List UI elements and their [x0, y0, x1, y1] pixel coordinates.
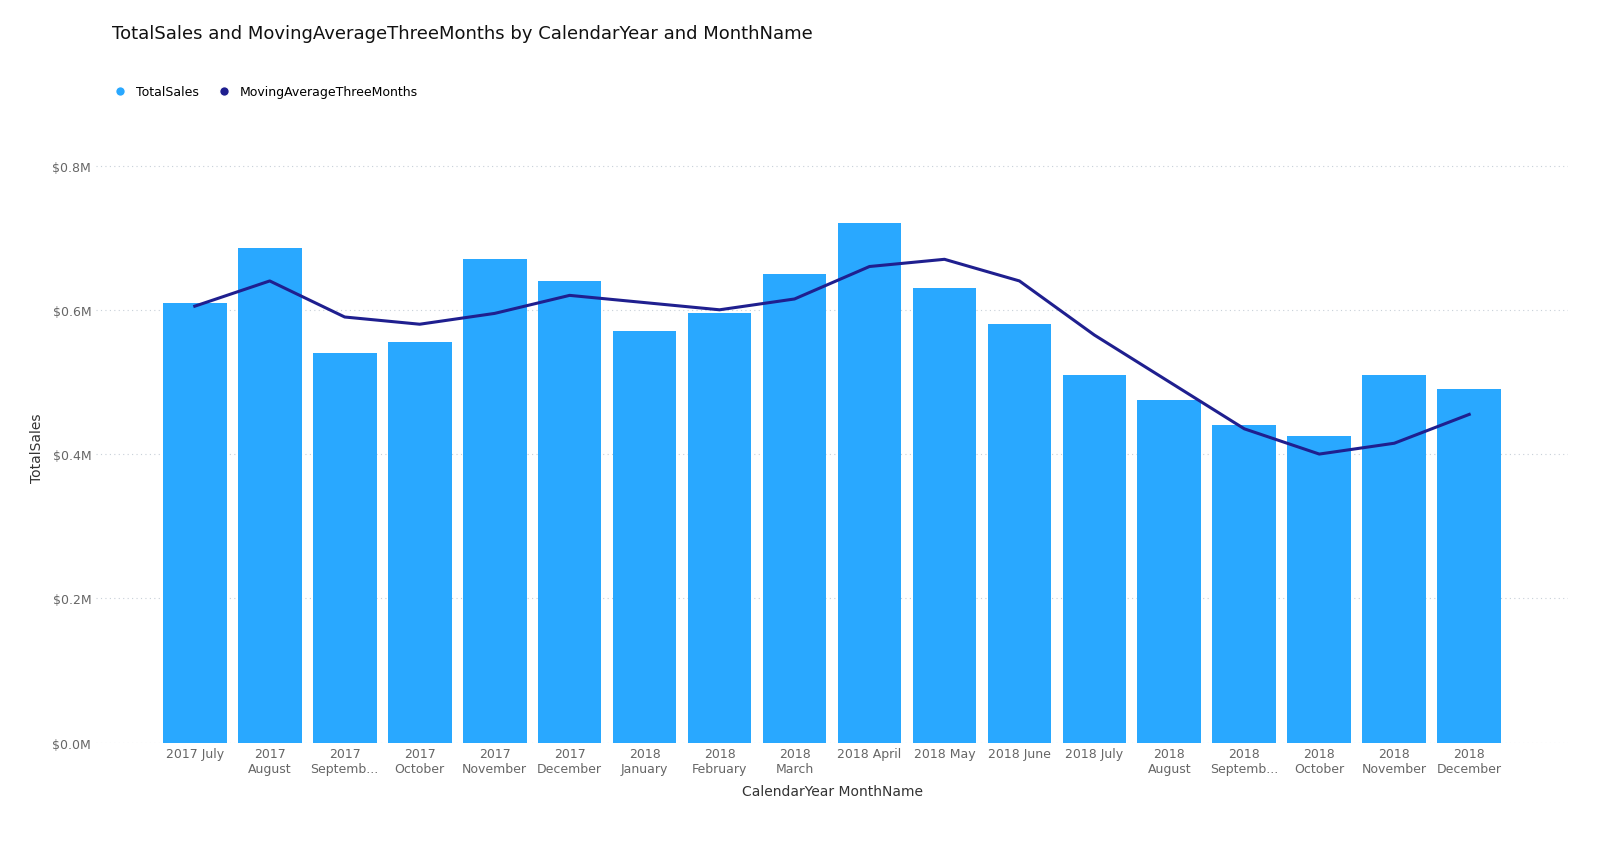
Bar [462, 260, 526, 743]
Bar [387, 343, 451, 743]
Bar [1138, 401, 1202, 743]
Y-axis label: TotalSales: TotalSales [30, 413, 45, 482]
X-axis label: CalendarYear MonthName: CalendarYear MonthName [741, 784, 923, 798]
Legend: TotalSales, MovingAverageThreeMonths: TotalSales, MovingAverageThreeMonths [102, 81, 424, 105]
Bar [1062, 376, 1126, 743]
Bar [1213, 425, 1277, 743]
Bar [912, 289, 976, 743]
Bar [1362, 376, 1426, 743]
Text: TotalSales and MovingAverageThreeMonths by CalendarYear and MonthName: TotalSales and MovingAverageThreeMonths … [112, 25, 813, 43]
Bar [613, 332, 677, 743]
Bar [987, 325, 1051, 743]
Bar [838, 224, 901, 743]
Bar [163, 303, 227, 743]
Bar [763, 274, 826, 743]
Bar [538, 282, 602, 743]
Bar [314, 354, 376, 743]
Bar [1437, 390, 1501, 743]
Bar [238, 249, 302, 743]
Bar [688, 314, 752, 743]
Bar [1288, 436, 1350, 743]
